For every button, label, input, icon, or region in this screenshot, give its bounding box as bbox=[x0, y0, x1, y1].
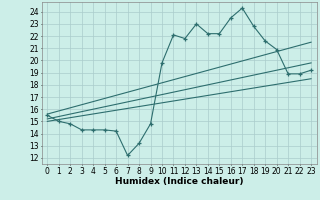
X-axis label: Humidex (Indice chaleur): Humidex (Indice chaleur) bbox=[115, 177, 244, 186]
